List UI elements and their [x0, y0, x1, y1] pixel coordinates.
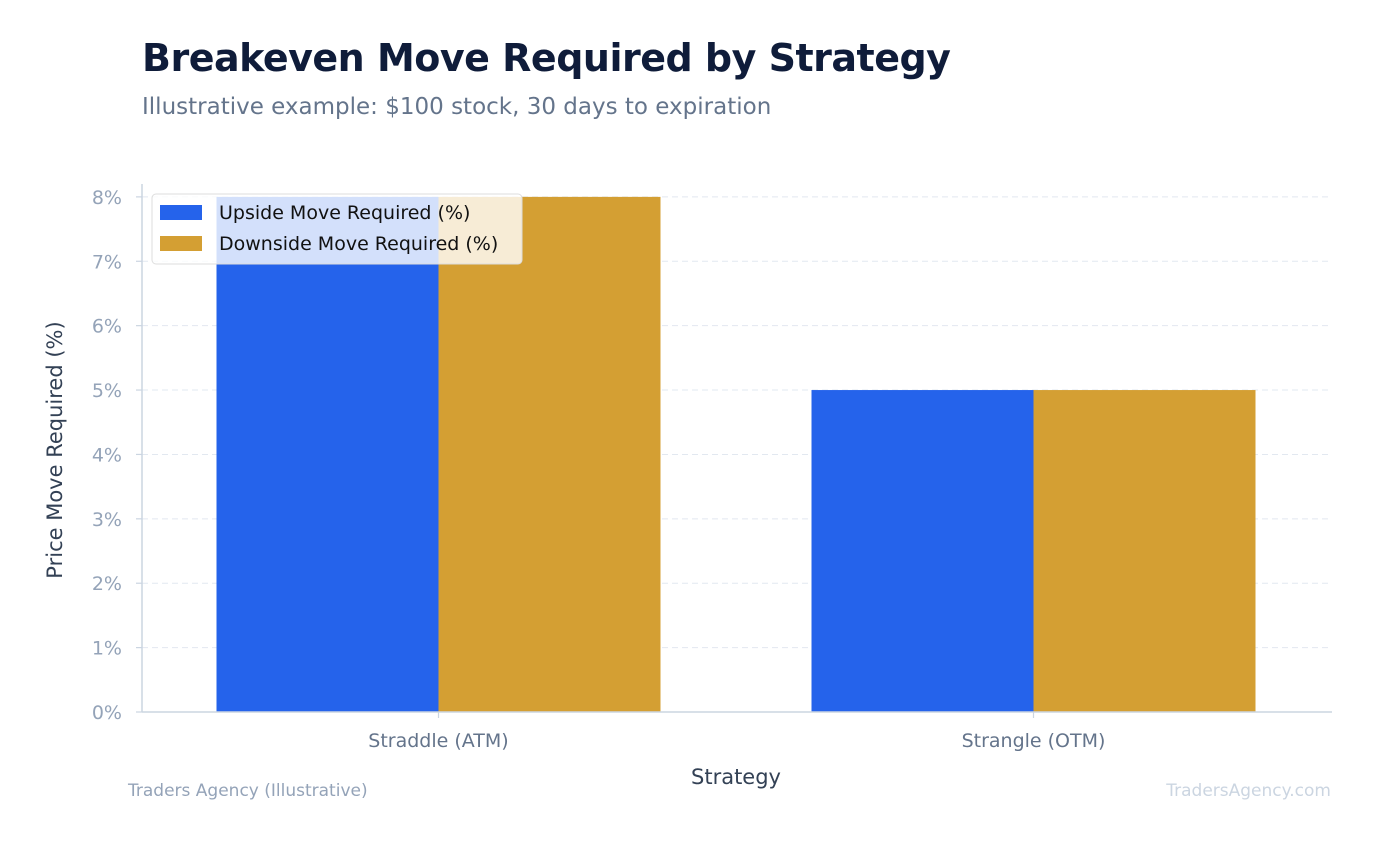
legend-swatch-upside [160, 205, 202, 220]
axes [141, 184, 1332, 713]
chart-title: Breakeven Move Required by Strategy [142, 36, 951, 80]
y-axis-title: Price Move Required (%) [43, 321, 67, 578]
y-tick-label: 4% [92, 444, 122, 466]
x-ticks: Straddle (ATM) Strangle (OTM) [368, 712, 1105, 752]
legend-swatch-downside [160, 236, 202, 251]
y-tick-label: 1% [92, 638, 122, 660]
y-tick-label: 8% [92, 187, 122, 209]
legend-box [151, 193, 523, 265]
bar-upside-1 [811, 390, 1034, 712]
legend-label-downside: Downside Move Required (%) [219, 233, 498, 255]
bar-upside-0 [216, 196, 439, 712]
x-tick-label: Straddle (ATM) [368, 730, 508, 752]
x-axis-title: Strategy [691, 765, 781, 789]
y-tick-label: 6% [92, 316, 122, 338]
x-tick-label: Strangle (OTM) [962, 730, 1106, 752]
y-tick-label: 3% [92, 509, 122, 531]
y-tick-label: 7% [92, 251, 122, 273]
legend-label-upside: Upside Move Required (%) [219, 202, 470, 224]
bar-downside-0 [438, 196, 661, 712]
y-tick-label: 5% [92, 380, 122, 402]
chart-subtitle: Illustrative example: $100 stock, 30 day… [142, 94, 772, 120]
y-ticks: 0% 1% 2% 3% 4% 5% 6% 7% 8% [92, 187, 142, 724]
y-tick-label: 0% [92, 702, 122, 724]
bars [216, 196, 1256, 712]
y-tick-label: 2% [92, 573, 122, 595]
footer-watermark: TradersAgency.com [1165, 781, 1331, 801]
legend: Upside Move Required (%) Downside Move R… [151, 193, 523, 265]
footer-source: Traders Agency (Illustrative) [127, 781, 368, 801]
bar-downside-1 [1033, 390, 1256, 712]
